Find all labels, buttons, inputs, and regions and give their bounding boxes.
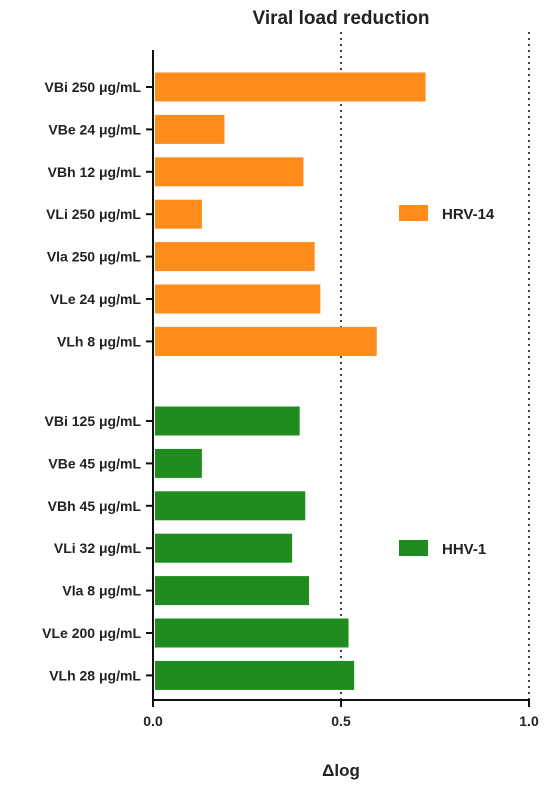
bar [155,618,349,648]
bar [155,326,377,356]
y-tick-label: VLe 24 μg/mL [50,291,141,307]
reference-lines [340,32,530,700]
y-tick-label: VBi 250 μg/mL [45,79,142,95]
bar [155,199,202,229]
legend-label: HHV-1 [442,541,486,558]
bar [155,448,202,478]
y-tick-label: VLh 8 μg/mL [57,333,141,349]
bar [155,114,225,144]
bar [155,660,355,690]
x-tick-labels: 0.0 0.5 1.0 [143,713,539,729]
bar [155,533,293,563]
chart-title: Viral load reduction [252,8,429,29]
bar [155,157,304,187]
y-tick-label: VLe 200 μg/mL [42,625,141,641]
legend-label: HRV-14 [442,206,495,223]
y-tick-label: VLh 28 μg/mL [49,667,141,683]
bar [155,576,310,606]
y-tick-label: VBe 24 μg/mL [48,121,141,137]
x-tick-label: 0.5 [331,713,351,729]
y-tick-label: Vla 250 μg/mL [47,249,142,265]
legend-swatch [399,205,428,221]
legend: HRV-14 HHV-1 [399,205,495,558]
y-tick-label: VBi 125 μg/mL [45,413,142,429]
x-axis-label: Δlog [322,761,360,780]
y-tick-label: VBh 12 μg/mL [48,164,142,180]
y-tick-label: VLi 250 μg/mL [46,206,141,222]
bar [155,242,315,272]
legend-swatch [399,540,428,556]
bar [155,284,321,314]
axes [146,50,530,707]
x-tick-label: 0.0 [143,713,163,729]
y-tick-label: Vla 8 μg/mL [62,583,141,599]
bars [155,72,426,690]
bar [155,406,300,436]
y-tick-label: VBh 45 μg/mL [48,498,142,514]
y-tick-label: VLi 32 μg/mL [54,540,142,556]
x-tick-label: 1.0 [519,713,539,729]
y-tick-labels: VBi 250 μg/mL VBe 24 μg/mL VBh 12 μg/mL VLi… [42,79,141,683]
bar [155,491,306,521]
y-tick-label: VBe 45 μg/mL [48,455,141,471]
bar [155,72,426,102]
